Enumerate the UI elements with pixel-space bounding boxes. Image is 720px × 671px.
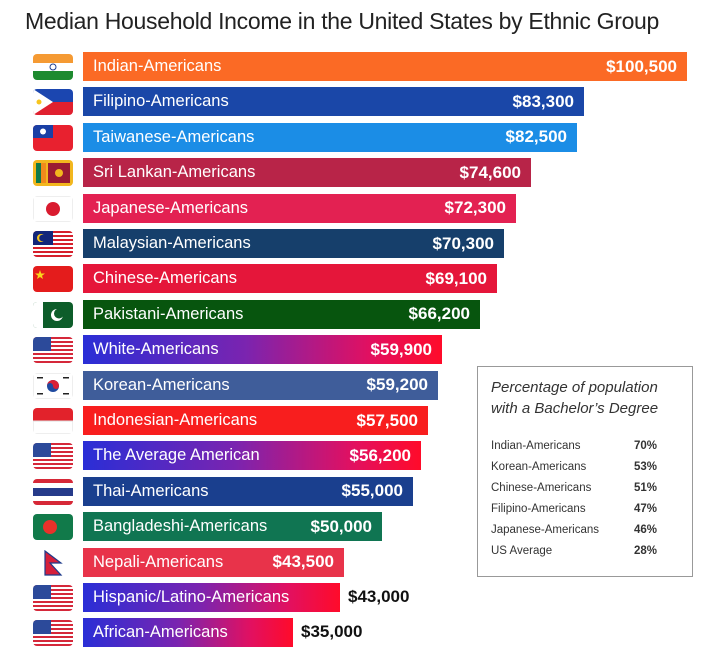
bar-label: Bangladeshi-Americans [93, 517, 268, 536]
bar-row: The Average American $56,200 [0, 441, 720, 471]
bar-row: Indonesian-Americans $57,500 [0, 406, 720, 436]
income-bar: African-Americans [83, 618, 293, 648]
bar-value: $66,200 [408, 304, 470, 324]
income-bar: White-Americans $59,900 [83, 335, 442, 365]
income-bar: Malaysian-Americans $70,300 [83, 229, 504, 258]
bar-value: $100,500 [606, 56, 677, 76]
bar-row: Nepali-Americans $43,500 [0, 547, 720, 578]
bar-label: Pakistani-Americans [93, 304, 244, 323]
bar-value: $43,000 [348, 587, 410, 606]
china-flag-icon [33, 266, 73, 293]
income-bar: Thai-Americans $55,000 [83, 476, 413, 506]
bar-label: Filipino-Americans [93, 92, 229, 111]
bar-value: $82,500 [505, 127, 567, 147]
bar-label: Malaysian-Americans [93, 234, 251, 252]
korea-flag-icon [33, 372, 73, 399]
income-bar: Indian-Americans $100,500 [83, 52, 687, 81]
bar-label: Hispanic/Latino-Americans [93, 588, 290, 606]
bar-label: Indonesian-Americans [93, 411, 258, 429]
usa-flag-icon [33, 337, 73, 364]
bar-row: Indian-Americans $100,500 [0, 52, 720, 82]
income-bar: Nepali-Americans $43,500 [83, 547, 344, 577]
income-bar: Pakistani-Americans $66,200 [83, 299, 480, 329]
bar-value: $50,000 [310, 516, 372, 536]
inset-row: Japanese-Americans 46% [491, 524, 658, 536]
bar-value: $83,300 [512, 91, 574, 111]
bar-row: Hispanic/Latino-Americans $43,000 [0, 583, 720, 613]
bar-label: Korean-Americans [93, 375, 230, 394]
taiwan-flag-icon [33, 124, 73, 151]
malaysia-flag-icon [33, 231, 73, 257]
pakistan-flag-icon [33, 301, 73, 328]
philippines-flag-icon [33, 89, 73, 116]
usa-flag-icon [33, 585, 73, 611]
bar-label: White-Americans [93, 340, 219, 359]
bar-row: Sri Lankan-Americans $74,600 [0, 158, 720, 188]
bar-value: $56,200 [349, 445, 411, 465]
chart-title: Median Household Income in the United St… [25, 8, 660, 34]
income-bar: The Average American $56,200 [83, 441, 421, 471]
bar-value: $72,300 [444, 198, 506, 218]
bar-label: Taiwanese-Americans [93, 127, 255, 146]
nepal-flag-icon [33, 549, 73, 576]
inset-title: Percentage of population with a Bachelor… [491, 377, 658, 419]
bar-row: Pakistani-Americans $66,200 [0, 299, 720, 330]
inset-row: Korean-Americans 53% [491, 461, 658, 473]
bachelors-degree-inset: Percentage of population with a Bachelor… [477, 366, 693, 577]
income-bar: Hispanic/Latino-Americans [83, 583, 340, 612]
bar-value: $43,500 [272, 552, 334, 572]
bar-value: $59,200 [366, 375, 428, 395]
bar-row: Bangladeshi-Americans $50,000 [0, 512, 720, 542]
bar-value: $74,600 [459, 162, 521, 182]
bar-label: Indian-Americans [93, 57, 222, 75]
income-bar: Sri Lankan-Americans $74,600 [83, 158, 531, 188]
income-bar: Bangladeshi-Americans $50,000 [83, 512, 382, 542]
bar-label: Sri Lankan-Americans [93, 163, 256, 182]
japan-flag-icon [33, 195, 73, 222]
income-bar: Korean-Americans $59,200 [83, 370, 438, 400]
bangladesh-flag-icon [33, 514, 73, 541]
bar-label: Thai-Americans [93, 481, 209, 500]
bar-row: White-Americans $59,900 [0, 335, 720, 365]
bar-label: Chinese-Americans [93, 269, 237, 288]
bar-value: $69,100 [425, 268, 487, 288]
bar-label: Japanese-Americans [93, 198, 248, 217]
bar-value: $57,500 [356, 410, 418, 430]
indonesia-flag-icon [33, 408, 73, 434]
bar-row: Japanese-Americans $72,300 [0, 193, 720, 224]
bar-row: Chinese-Americans $69,100 [0, 264, 720, 294]
bar-row: Korean-Americans $59,200 [0, 370, 720, 401]
thailand-flag-icon [33, 478, 73, 505]
income-bar: Taiwanese-Americans $82,500 [83, 122, 577, 152]
bar-label: Nepali-Americans [93, 552, 224, 571]
bar-value: $55,000 [341, 481, 403, 501]
bar-value: $35,000 [301, 622, 363, 642]
inset-row: Filipino-Americans 47% [491, 503, 658, 515]
usa-flag-icon [33, 620, 73, 647]
inset-title-line2: with a Bachelor’s Degree [491, 400, 659, 417]
bar-row: African-Americans $35,000 [0, 618, 720, 648]
india-flag-icon [33, 54, 73, 80]
bar-row: Thai-Americans $55,000 [0, 476, 720, 507]
bar-row: Filipino-Americans $83,300 [0, 87, 720, 117]
sri-lanka-flag-icon [33, 160, 73, 187]
income-bar: Japanese-Americans $72,300 [83, 193, 516, 223]
bar-label: African-Americans [93, 623, 228, 642]
inset-row: Indian-Americans 70% [491, 440, 658, 452]
bar-row: Malaysian-Americans $70,300 [0, 229, 720, 259]
income-bar: Filipino-Americans $83,300 [83, 87, 584, 117]
inset-row: US Average 28% [491, 545, 658, 557]
income-bar: Indonesian-Americans $57,500 [83, 406, 428, 435]
usa-flag-icon [33, 443, 73, 470]
income-bar: Chinese-Americans $69,100 [83, 264, 497, 294]
bar-row: Taiwanese-Americans $82,500 [0, 122, 720, 153]
inset-title-line1: Percentage of population [491, 379, 658, 396]
bar-label: The Average American [93, 446, 260, 465]
bar-value: $70,300 [432, 233, 494, 253]
bar-value: $59,900 [370, 339, 432, 359]
inset-row: Chinese-Americans 51% [491, 482, 658, 494]
